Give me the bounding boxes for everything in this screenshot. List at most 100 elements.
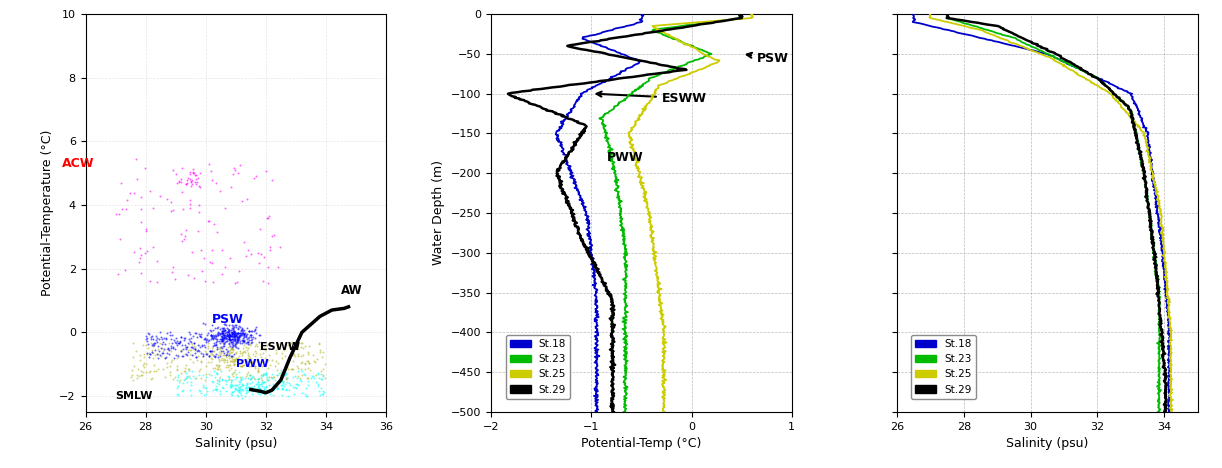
Point (21, 243, 40, 250)
Point (242, 327, 262, 335)
Point (221, 331, 241, 339)
Point (189, 341, 209, 348)
Point (38, 222, 57, 230)
Point (207, 179, 226, 186)
Point (218, 350, 237, 358)
Point (182, 344, 202, 351)
Point (137, 337, 156, 345)
Point (207, 344, 226, 351)
Point (276, 362, 296, 370)
Point (12, 107, 32, 114)
Point (216, 387, 236, 395)
Point (167, 342, 187, 349)
Point (191, 357, 210, 365)
Point (219, 373, 238, 381)
Point (230, 337, 249, 344)
Point (258, 279, 277, 287)
Point (44, 102, 64, 110)
Point (276, 370, 296, 377)
Point (232, 362, 252, 370)
Point (275, 346, 295, 353)
Point (222, 353, 242, 361)
Point (240, 380, 259, 387)
Point (248, 367, 268, 375)
Point (34, 210, 54, 218)
Point (220, 330, 240, 338)
Point (313, 348, 332, 356)
Text: PWW: PWW (236, 359, 269, 369)
Point (233, 335, 253, 342)
Point (238, 387, 258, 395)
Point (207, 338, 226, 345)
Point (210, 348, 230, 356)
Point (229, 386, 248, 394)
Point (132, 371, 152, 379)
Point (200, 349, 220, 357)
Point (174, 345, 193, 353)
Point (219, 350, 238, 357)
Point (237, 333, 257, 340)
Point (45, 229, 65, 236)
Point (204, 220, 224, 228)
Point (208, 366, 227, 373)
Point (204, 367, 224, 374)
Point (142, 341, 161, 349)
Point (215, 327, 235, 334)
Point (39, 241, 59, 249)
Point (27, 18, 46, 26)
Point (204, 334, 224, 341)
Point (227, 337, 247, 345)
Point (45, 177, 65, 184)
Point (208, 351, 227, 359)
Point (226, 329, 246, 336)
Point (176, 343, 196, 350)
Point (24, 93, 44, 100)
Point (220, 383, 240, 391)
Point (227, 344, 247, 351)
Point (196, 376, 215, 384)
Point (221, 329, 241, 336)
Point (133, 361, 153, 369)
Point (33, 148, 53, 156)
Point (219, 331, 238, 338)
Point (180, 340, 199, 347)
Point (137, 368, 156, 376)
Point (271, 367, 291, 374)
Point (225, 328, 244, 335)
Point (181, 350, 200, 358)
Text: AW: AW (341, 284, 363, 297)
Point (33, 182, 53, 190)
Point (152, 349, 171, 356)
Point (218, 332, 237, 339)
Point (202, 354, 221, 361)
Point (44, 190, 64, 197)
Point (231, 350, 251, 357)
Point (214, 327, 233, 335)
Point (153, 336, 172, 343)
Point (165, 345, 185, 352)
Point (176, 369, 196, 377)
Point (196, 362, 215, 369)
Point (186, 171, 205, 178)
Point (262, 387, 281, 395)
Point (231, 329, 251, 337)
Point (149, 348, 169, 355)
Point (227, 387, 247, 394)
Point (312, 375, 331, 383)
Point (33, 190, 53, 197)
Point (242, 340, 262, 347)
Point (38, 154, 57, 161)
Point (205, 364, 225, 372)
Point (286, 384, 306, 392)
Point (247, 349, 266, 357)
Point (196, 278, 215, 285)
Point (199, 347, 219, 354)
Point (213, 384, 232, 391)
Point (23, 101, 43, 109)
Point (213, 330, 232, 338)
Point (167, 390, 187, 398)
Point (276, 374, 296, 381)
Point (227, 335, 247, 342)
Point (198, 344, 218, 352)
Point (292, 367, 312, 375)
